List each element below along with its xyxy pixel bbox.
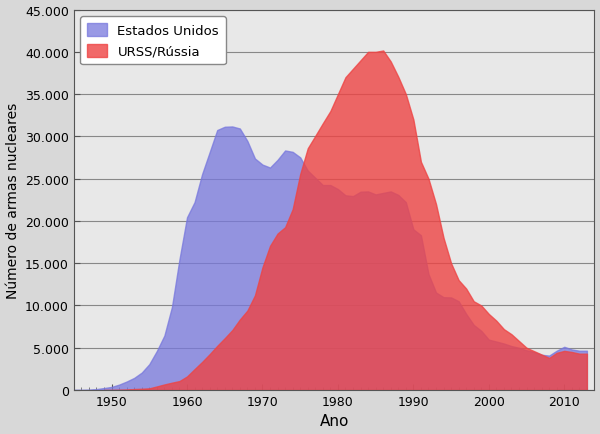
Legend: Estados Unidos, URSS/Rússia: Estados Unidos, URSS/Rússia <box>80 17 226 65</box>
Y-axis label: Número de armas nucleares: Número de armas nucleares <box>5 102 20 298</box>
X-axis label: Ano: Ano <box>319 414 349 428</box>
